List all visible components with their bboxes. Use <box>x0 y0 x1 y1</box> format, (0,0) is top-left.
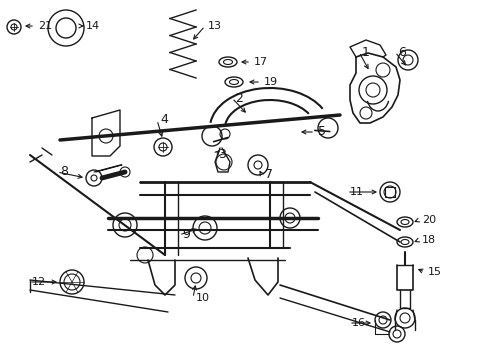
Text: 11: 11 <box>349 187 363 197</box>
Text: 10: 10 <box>196 293 209 303</box>
Text: 16: 16 <box>351 318 365 328</box>
Text: 13: 13 <box>207 21 222 31</box>
Text: 7: 7 <box>264 168 272 181</box>
Text: 21: 21 <box>38 21 52 31</box>
Text: 1: 1 <box>361 45 369 58</box>
Text: 17: 17 <box>253 57 267 67</box>
Text: 14: 14 <box>86 21 100 31</box>
Text: 20: 20 <box>421 215 435 225</box>
Text: 19: 19 <box>264 77 278 87</box>
Text: 8: 8 <box>60 166 68 179</box>
Text: 18: 18 <box>421 235 435 245</box>
Text: 5: 5 <box>317 126 325 139</box>
Text: 12: 12 <box>32 277 46 287</box>
Text: 15: 15 <box>427 267 441 277</box>
Text: 2: 2 <box>235 91 243 104</box>
Text: 3: 3 <box>218 148 225 162</box>
Text: 4: 4 <box>160 113 167 126</box>
Text: 6: 6 <box>397 45 405 58</box>
Text: 9: 9 <box>182 229 189 242</box>
